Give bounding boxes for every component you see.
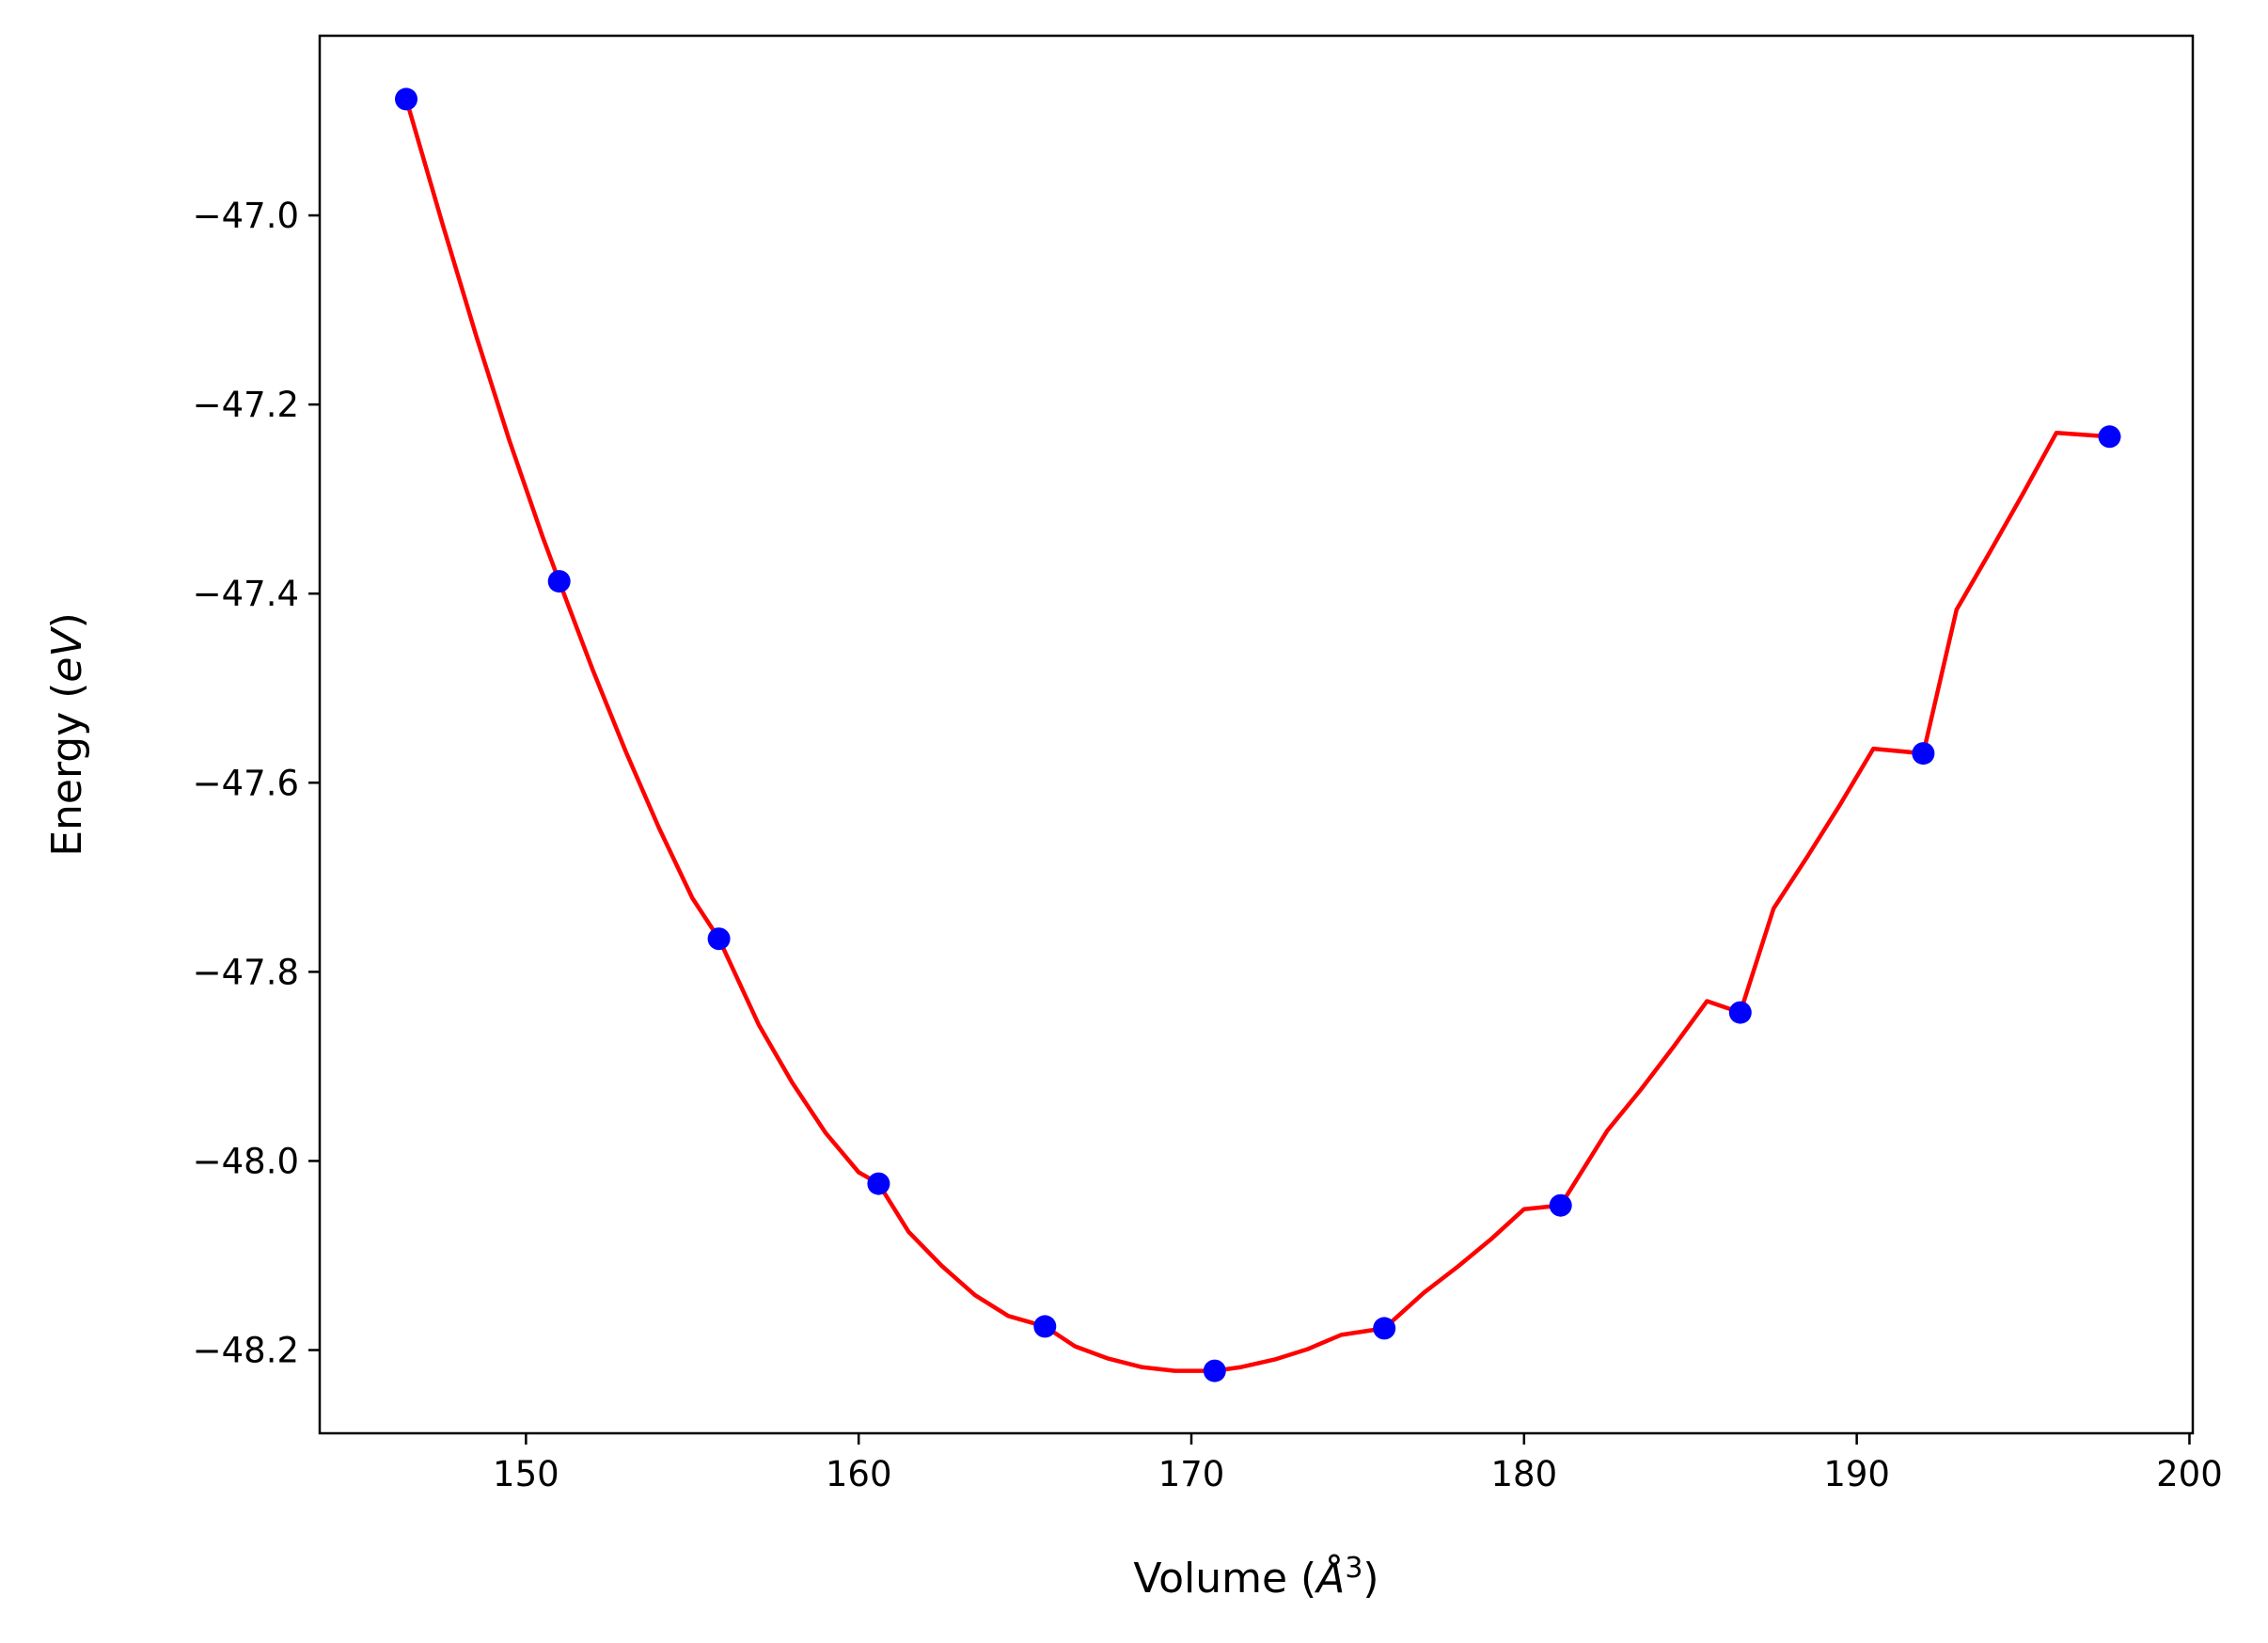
x-tick-label: 160 — [826, 1454, 892, 1494]
marker-layer — [395, 87, 2121, 1382]
x-tick-label: 150 — [493, 1454, 559, 1494]
y-axis-label-prefix: Energy ( — [43, 683, 91, 857]
y-tick-label: −48.2 — [193, 1331, 299, 1371]
data-point — [1728, 1001, 1752, 1024]
y-axis-label: Energy (eV) — [43, 612, 91, 857]
x-ticks: 150 160 170 180 190 200 — [493, 1433, 2223, 1494]
y-tick-label: −47.0 — [193, 196, 299, 236]
plot-frame — [318, 34, 2195, 1435]
data-point — [547, 570, 571, 593]
x-tick-label: 180 — [1491, 1454, 1558, 1494]
data-point — [395, 87, 417, 111]
y-tick-label: −47.2 — [193, 385, 299, 425]
data-point — [1373, 1317, 1396, 1340]
y-tick-label: −47.4 — [193, 574, 299, 614]
x-tick-label: 170 — [1158, 1454, 1225, 1494]
data-point — [2098, 425, 2121, 449]
curve-layer — [403, 98, 2110, 1373]
data-point — [1549, 1193, 1572, 1217]
y-tick-label: −47.8 — [193, 952, 299, 992]
x-axis-label: Volume (Å3) — [1133, 1552, 1378, 1603]
x-axis-label-prefix: Volume ( — [1133, 1555, 1316, 1603]
y-axis-label-symbol: eV — [43, 626, 91, 683]
y-tick-label: −48.0 — [193, 1141, 299, 1181]
x-axis-label-suffix: ) — [1362, 1555, 1378, 1603]
y-tick-label: −47.6 — [193, 763, 299, 803]
data-point — [1033, 1315, 1057, 1338]
x-tick-label: 200 — [2156, 1454, 2223, 1494]
y-ticks: −47.0 −47.2 −47.4 −47.6 −47.8 −48.0 −48.2 — [193, 196, 320, 1371]
y-axis-label-suffix: ) — [43, 612, 91, 628]
fit-curve — [403, 98, 2110, 1373]
x-axis-label-symbol: Å — [1314, 1553, 1345, 1603]
x-axis-label-sup: 3 — [1345, 1552, 1362, 1585]
data-point — [707, 927, 731, 951]
x-tick-label: 190 — [1823, 1454, 1890, 1494]
data-point — [1912, 742, 1935, 766]
data-point — [867, 1172, 890, 1195]
data-point — [1203, 1359, 1226, 1382]
